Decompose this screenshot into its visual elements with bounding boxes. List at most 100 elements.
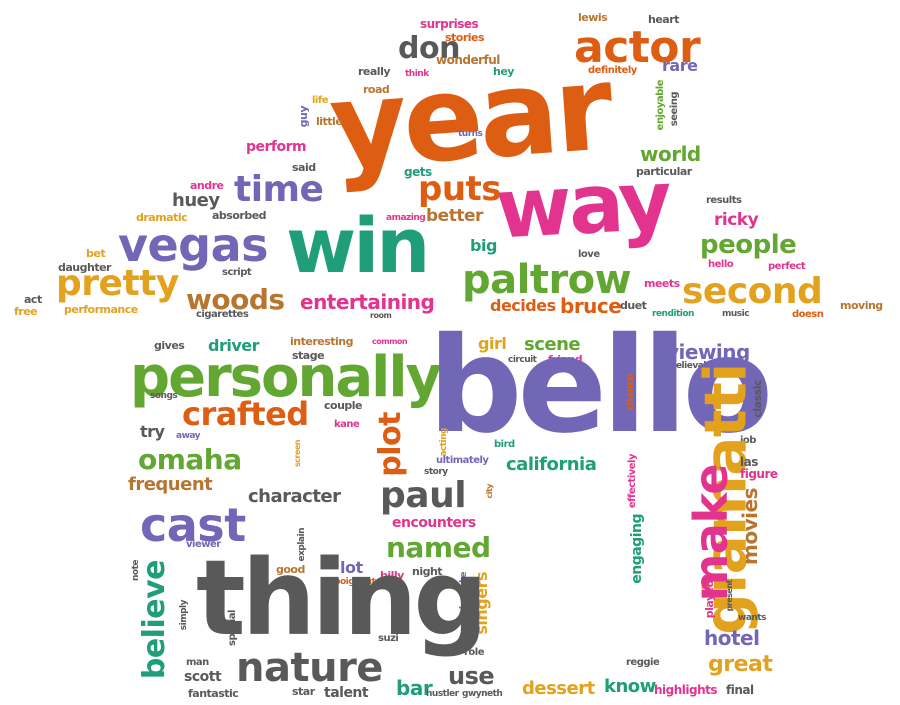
word-duet: duet <box>620 299 647 312</box>
word-seeing: seeing <box>669 92 680 127</box>
word-woods: woods <box>186 283 285 316</box>
word-highlights: highlights <box>654 683 718 697</box>
word-vegas: vegas <box>118 218 269 272</box>
word-movies: movies <box>738 488 762 565</box>
word-actor: actor <box>574 22 701 73</box>
word-talent: talent <box>324 685 369 701</box>
word-time: time <box>234 169 324 210</box>
word-decides: decides <box>490 296 556 315</box>
word-performance: performance <box>64 303 138 316</box>
word-absorbed: absorbed <box>212 209 267 222</box>
word-bet: bet <box>86 247 106 260</box>
word-guy: guy <box>297 106 310 128</box>
word-cast: cast <box>140 498 246 552</box>
word-chance: chance <box>625 374 636 411</box>
word-friend: friend <box>548 353 583 366</box>
word-bruce: bruce <box>560 294 622 318</box>
word-bello: bello <box>428 309 773 463</box>
word-love: love <box>578 249 600 260</box>
word-plot: plot <box>373 412 408 477</box>
word-figure: figure <box>740 467 778 481</box>
word-heart: heart <box>648 13 679 26</box>
word-songs: songs <box>150 391 178 401</box>
word-california: california <box>506 454 597 475</box>
word-driver: driver <box>208 336 260 355</box>
word-hotel: hotel <box>704 626 760 650</box>
word-final: final <box>726 683 754 697</box>
word-circuit: circuit <box>508 355 537 365</box>
word-gwyneth: gwyneth <box>462 689 503 699</box>
word-girl: girl <box>478 334 507 353</box>
word-named: named <box>386 531 491 564</box>
word-couple: couple <box>324 399 363 412</box>
word-common: common <box>372 337 408 346</box>
word-pretty: pretty <box>56 263 179 304</box>
word-script: script <box>222 267 252 278</box>
word-win: win <box>286 201 430 290</box>
word-puts: puts <box>418 169 502 209</box>
word-enjoyable: enjoyable <box>655 80 666 131</box>
word-lewis: lewis <box>578 11 608 24</box>
word-particular: particular <box>636 165 692 178</box>
word-perfect: perfect <box>768 261 806 272</box>
word-better: better <box>426 206 483 226</box>
word-really: really <box>358 65 391 78</box>
word-dramatic: dramatic <box>136 211 188 224</box>
word-doesn: doesn <box>792 309 824 320</box>
word-dessert: dessert <box>522 678 595 699</box>
word-scene: scene <box>524 334 581 355</box>
word-special: special <box>227 610 238 646</box>
word-andre: andre <box>190 179 224 192</box>
word-know: know <box>604 676 656 697</box>
word-ricky: ricky <box>714 210 759 230</box>
word-hello: hello <box>708 259 734 270</box>
word-free: free <box>14 305 38 318</box>
word-scott: scott <box>184 669 222 685</box>
word-crafted: crafted <box>182 395 309 433</box>
word-amazing: amazing <box>386 213 426 223</box>
word-character: character <box>248 486 341 507</box>
word-paul: paul <box>380 475 467 516</box>
word-don: don <box>398 31 460 66</box>
word-acting: acting <box>439 428 449 457</box>
word-meets: meets <box>644 277 680 290</box>
word-huey: huey <box>172 190 220 211</box>
word-music: music <box>722 309 750 319</box>
word-great: great <box>708 652 773 677</box>
word-second: second <box>682 271 823 312</box>
word-definitely: definitely <box>588 65 637 76</box>
word-people: people <box>700 230 797 260</box>
word-stage: stage <box>292 349 325 362</box>
word-gives: gives <box>154 339 185 352</box>
word-cigarettes: cigarettes <box>196 309 249 320</box>
word-believe: believe <box>137 560 172 680</box>
word-act: act <box>24 293 42 306</box>
word-hey: hey <box>493 65 514 78</box>
word-story: story <box>424 467 448 477</box>
word-lot: lot <box>340 558 363 577</box>
word-stories: stories <box>445 31 485 44</box>
word-bird: bird <box>494 439 515 450</box>
word-wants: wants <box>738 613 766 623</box>
word-man: man <box>186 657 209 668</box>
word-city: city <box>485 484 494 499</box>
word-poignant: poignant <box>334 577 376 587</box>
word-role: role <box>464 647 485 658</box>
word-said: said <box>292 161 316 174</box>
word-fantastic: fantastic <box>188 687 239 700</box>
word-bar: bar <box>396 676 433 700</box>
word-suzi: suzi <box>378 633 399 644</box>
word-big: big <box>470 236 497 255</box>
word-believable: believable <box>670 361 718 371</box>
word-rare: rare <box>662 56 698 75</box>
word-effectively: effectively <box>627 454 638 509</box>
word-nature: nature <box>236 645 383 691</box>
word-little: little <box>316 115 343 128</box>
word-daughter: daughter <box>58 261 111 274</box>
word-night: night <box>412 565 443 578</box>
word-ultimately: ultimately <box>436 455 489 466</box>
word-viewing: viewing <box>666 340 750 364</box>
word-simply: simply <box>179 600 189 631</box>
word-away: away <box>176 431 201 441</box>
